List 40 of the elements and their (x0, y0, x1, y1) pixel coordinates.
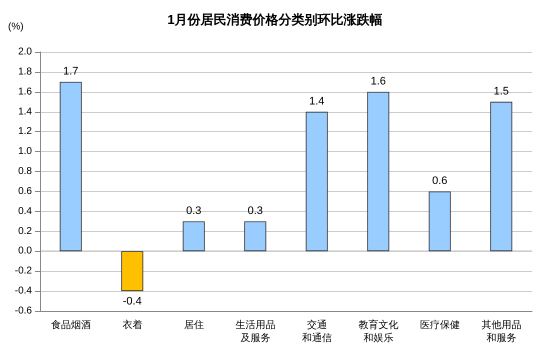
data-label: 0.6 (432, 174, 448, 187)
y-axis-title: (%) (8, 22, 24, 32)
x-tick-label: 衣着 (122, 319, 142, 331)
bar (490, 102, 512, 252)
y-tick-label: 0.0 (18, 246, 32, 257)
y-tick-label: -0.2 (14, 266, 32, 277)
y-tick-label: 0.8 (18, 166, 32, 178)
y-tick-label: 0.6 (18, 186, 32, 197)
x-tick-label: 交通和通信 (302, 319, 332, 344)
data-label: 1.5 (494, 85, 509, 98)
x-tick-label: 生活用品及服务 (235, 319, 276, 344)
data-label: 0.3 (186, 204, 202, 217)
data-label: 1.6 (370, 75, 386, 88)
x-tick-label: 居住 (184, 320, 204, 331)
y-tick-label: 0.4 (18, 206, 32, 217)
y-tick-label: 1.4 (18, 106, 32, 118)
y-tick-label: -0.4 (14, 286, 32, 297)
bar (60, 82, 82, 252)
y-tick-label: 0.2 (18, 226, 32, 237)
bar (367, 92, 390, 252)
x-tick-label: 食品烟酒 (50, 319, 91, 331)
bar (121, 251, 144, 292)
y-tick-label: 1.6 (18, 86, 32, 98)
data-label: 1.4 (309, 95, 324, 108)
y-tick-label: 1.2 (18, 126, 32, 138)
x-tick-label: 教育文化和娱乐 (358, 319, 398, 344)
y-tick-label: 1.8 (18, 66, 32, 78)
bar (428, 191, 451, 252)
y-tick-label: -0.6 (14, 306, 32, 316)
data-label: 1.7 (63, 65, 78, 78)
y-tick-label: 1.0 (18, 146, 32, 158)
bar (244, 221, 266, 252)
x-tick-label: 医疗保健 (420, 319, 460, 331)
chart-title: 1月份居民消费价格分类别环比涨跌幅 (167, 12, 383, 27)
data-label: 0.3 (248, 204, 263, 217)
x-tick-label: 其他用品和服务 (481, 319, 522, 344)
bar (306, 112, 328, 252)
y-tick-label: 2.0 (18, 46, 32, 58)
data-label: -0.4 (122, 296, 142, 308)
bar (182, 221, 205, 252)
